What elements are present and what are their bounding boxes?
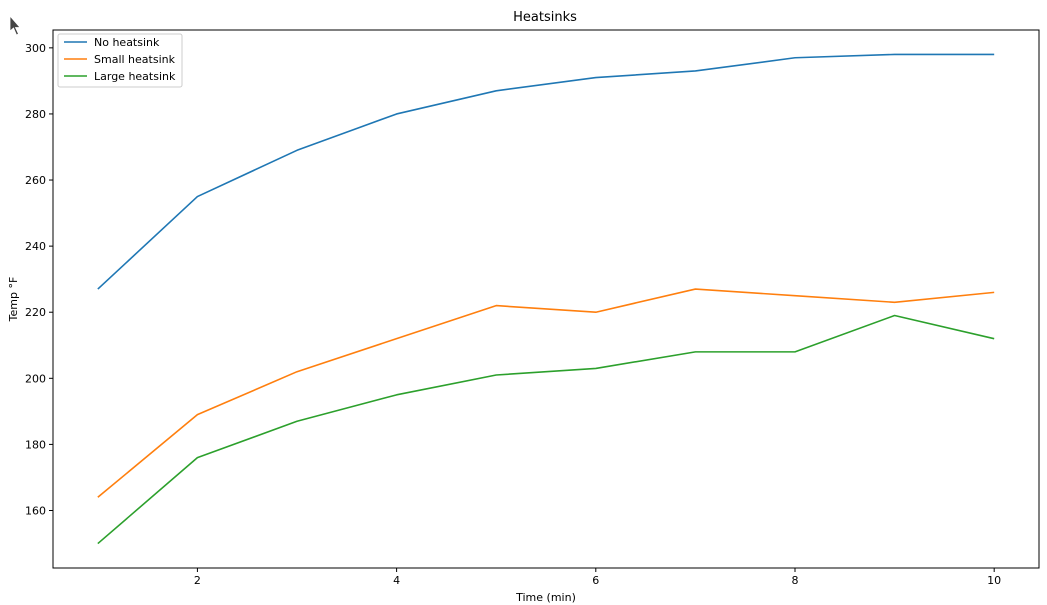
legend-label: Small heatsink [94,53,176,66]
y-axis: 160 180 200 220 240 260 280 300 [25,42,53,517]
series-line-large-heatsink [97,314,995,545]
y-tick-label: 280 [25,108,46,121]
y-tick-label: 180 [25,438,46,451]
y-tick-label: 200 [25,372,46,385]
legend: No heatsink Small heatsink Large heatsink [57,33,183,88]
y-tick-label: 300 [25,42,46,55]
x-tick-label: 6 [592,574,599,587]
mouse-pointer-icon [9,14,21,36]
x-tick-label: 2 [194,574,201,587]
x-tick-label: 4 [393,574,400,587]
series-line-small-heatsink [97,288,995,498]
x-axis-label: Time (min) [515,591,576,604]
y-tick-label: 220 [25,306,46,319]
legend-box [57,33,183,88]
series-line-no-heatsink [97,53,995,290]
legend-label: Large heatsink [94,70,176,83]
x-tick-label: 10 [987,574,1001,587]
plot-area [52,29,1040,569]
y-tick-label: 160 [25,504,46,517]
series-lines [97,53,995,545]
legend-label: No heatsink [94,36,160,49]
y-tick-label: 240 [25,240,46,253]
y-axis-label: Temp °F [7,277,20,323]
x-axis: 2 4 6 8 10 [194,568,1001,587]
y-tick-label: 260 [25,174,46,187]
chart-title: Heatsinks [513,10,577,25]
x-tick-label: 8 [791,574,798,587]
